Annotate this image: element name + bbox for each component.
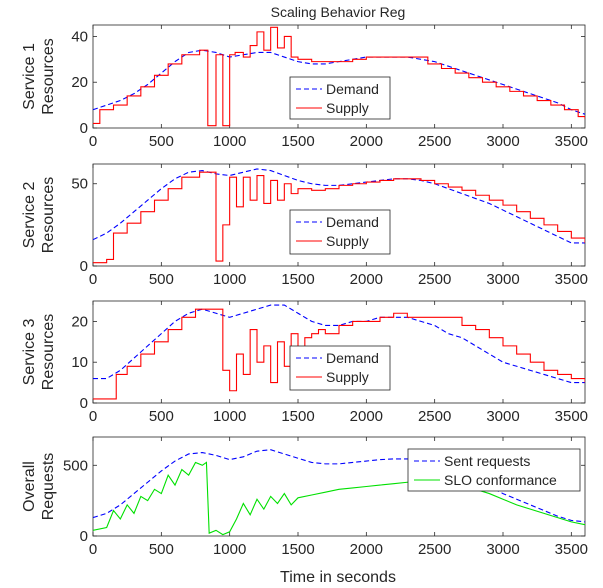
- y-axis-label-line: Service 3: [21, 319, 38, 386]
- y-tick-label: 500: [63, 457, 88, 474]
- y-axis-label: Service 2 Resources: [21, 177, 57, 253]
- figure-title: Scaling Behavior Reg: [271, 4, 406, 20]
- x-tick-label: 2000: [350, 408, 383, 425]
- y-tick-label: 10: [71, 354, 88, 371]
- series-line-supply: [93, 171, 585, 264]
- x-tick-label: 500: [149, 408, 174, 425]
- x-tick-label: 500: [149, 133, 174, 150]
- legend-label: Supply: [326, 100, 369, 116]
- x-tick-label: 0: [89, 271, 97, 288]
- panels: 0 500 1000 1500 2000 2500 3000 350002040Service…: [21, 24, 588, 558]
- x-tick-label: 2500: [418, 408, 451, 425]
- x-tick-label: 1000: [213, 133, 246, 150]
- y-axis-label-line: Service 2: [21, 182, 38, 249]
- legend-label: Supply: [326, 369, 369, 385]
- x-axis-label: Time in seconds: [280, 569, 396, 586]
- y-tick-label: 0: [80, 120, 88, 137]
- legend-label: SLO conformance: [444, 472, 557, 488]
- legend-label: Sent requests: [444, 453, 530, 469]
- y-axis-label: Overall Requests: [21, 453, 57, 521]
- x-tick-label: 2500: [418, 541, 451, 558]
- x-tick-label: 2500: [418, 271, 451, 288]
- y-axis-label-line: Resources: [40, 38, 57, 114]
- x-tick-label: 1000: [213, 408, 246, 425]
- y-tick-label: 0: [80, 528, 88, 545]
- legend: Demand Supply: [289, 345, 391, 391]
- series-group: [93, 168, 585, 264]
- y-axis-label: Service 3 Resources: [21, 314, 57, 390]
- legend-box: [289, 345, 391, 391]
- x-tick-label: 0: [89, 541, 97, 558]
- legend-label: Demand: [326, 350, 379, 366]
- series-line-supply: [93, 26, 585, 127]
- chart-panel-1: 0 500 1000 1500 2000 2500 3000 3500 0 20 40 Service…: [21, 24, 588, 150]
- y-axis-label-line: Resources: [40, 314, 57, 390]
- x-tick-label: 0: [89, 408, 97, 425]
- legend-label: Demand: [326, 81, 379, 97]
- x-tick-label: 1500: [281, 133, 314, 150]
- chart-panel-3: 0 500 1000 1500 2000 2500 3000 3500 0 10 20 Service…: [21, 300, 588, 425]
- legend-box: [407, 448, 581, 492]
- x-tick-label: 3500: [555, 408, 588, 425]
- x-tick-label: 1000: [213, 271, 246, 288]
- legend-label: Demand: [326, 214, 379, 230]
- x-tick-label: 3000: [486, 271, 519, 288]
- y-tick-label: 50: [71, 176, 88, 193]
- legend-box: [289, 209, 391, 255]
- x-tick-label: 2000: [350, 541, 383, 558]
- chart-panel-2: 0 500 1000 1500 2000 2500 3000 3500 0 50 Service 2…: [21, 163, 588, 288]
- x-tick-label: 3000: [486, 408, 519, 425]
- x-tick-label: 3000: [486, 541, 519, 558]
- x-tick-label: 500: [149, 541, 174, 558]
- y-tick-label: 0: [80, 258, 88, 275]
- x-tick-label: 2000: [350, 133, 383, 150]
- x-tick-label: 3500: [555, 133, 588, 150]
- y-tick-label: 0: [80, 395, 88, 412]
- y-axis-label: Service 1 Resources: [21, 38, 57, 114]
- series-line-demand: [93, 168, 585, 244]
- y-tick-label: 20: [71, 74, 88, 91]
- series-line-sent-requests: [93, 449, 585, 523]
- y-axis-label-line: Resources: [40, 177, 57, 253]
- x-tick-label: 3500: [555, 541, 588, 558]
- x-tick-label: 3000: [486, 133, 519, 150]
- x-tick-label: 1500: [281, 271, 314, 288]
- chart-panel-4: 0 500 1000 1500 2000 2500 3000 3500 0 500 Overall R…: [21, 436, 588, 558]
- legend: Demand Supply: [289, 76, 391, 120]
- y-axis-label-line: Service 1: [21, 43, 38, 110]
- y-axis-label-line: Requests: [40, 453, 57, 521]
- legend: Demand Supply: [289, 209, 391, 255]
- x-tick-label: 1500: [281, 541, 314, 558]
- y-tick-label: 40: [71, 28, 88, 45]
- x-tick-label: 2000: [350, 271, 383, 288]
- x-tick-label: 0: [89, 133, 97, 150]
- x-tick-label: 1500: [281, 408, 314, 425]
- legend-label: Supply: [326, 233, 369, 249]
- x-tick-label: 2500: [418, 133, 451, 150]
- series-group: [93, 26, 585, 127]
- legend-box: [289, 76, 391, 120]
- x-tick-label: 500: [149, 271, 174, 288]
- x-tick-label: 1000: [213, 541, 246, 558]
- legend: Sent requests SLO conformance: [407, 448, 581, 492]
- x-tick-label: 3500: [555, 271, 588, 288]
- y-tick-label: 20: [71, 313, 88, 330]
- y-axis-label-line: Overall: [21, 461, 38, 512]
